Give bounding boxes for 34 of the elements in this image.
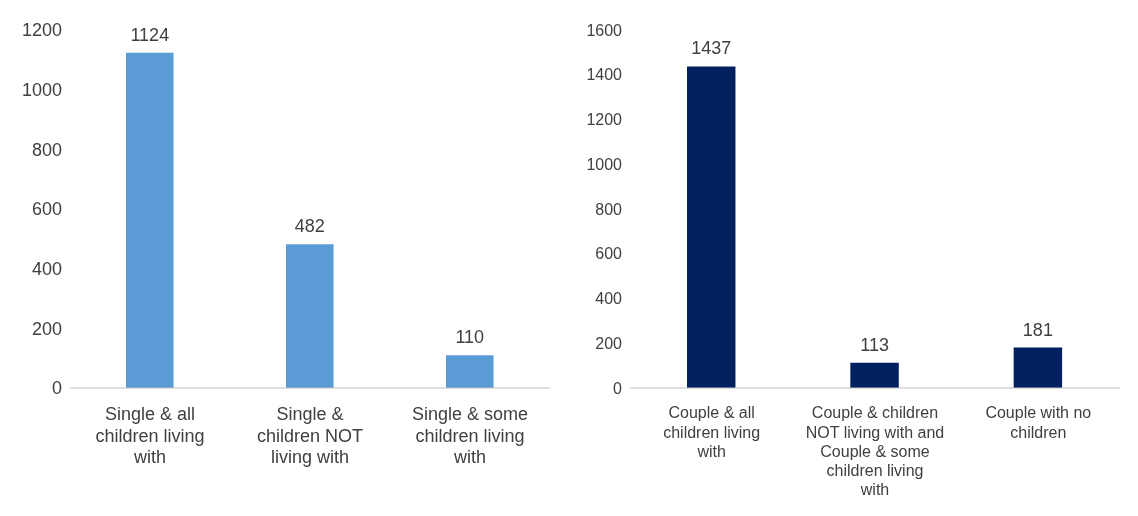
y-tick-label: 800 bbox=[595, 200, 623, 218]
bar bbox=[1013, 347, 1063, 388]
data-label: 1124 bbox=[130, 24, 170, 45]
x-tick-label: Couple with no children bbox=[985, 404, 1092, 441]
y-tick-label: 1000 bbox=[21, 80, 62, 101]
data-label: 181 bbox=[1022, 319, 1053, 340]
y-tick-label: 600 bbox=[31, 199, 62, 220]
x-tick-label: Single & some children living with bbox=[411, 404, 529, 468]
y-tick-label: 200 bbox=[595, 334, 623, 352]
data-label: 482 bbox=[294, 216, 325, 237]
y-tick-label: 600 bbox=[595, 245, 623, 263]
bar bbox=[687, 66, 736, 388]
x-tick-label: Single & all children living with bbox=[95, 404, 205, 468]
y-tick-label: 0 bbox=[51, 378, 62, 399]
x-tick-label: Couple & all children living with bbox=[663, 404, 761, 460]
y-tick-label: 800 bbox=[31, 139, 62, 160]
y-tick-label: 400 bbox=[31, 259, 62, 280]
y-tick-label: 400 bbox=[595, 290, 623, 308]
data-label: 1437 bbox=[691, 38, 732, 59]
bar bbox=[446, 355, 494, 388]
y-tick-label: 1000 bbox=[586, 155, 623, 173]
y-tick-label: 1200 bbox=[586, 111, 623, 129]
x-tick-label: Couple & children NOT living with and Couple & some children living with bbox=[805, 404, 945, 499]
y-tick-label: 1400 bbox=[586, 66, 623, 84]
x-tick-label: Single & children NOT living with bbox=[256, 404, 364, 468]
data-label: 113 bbox=[860, 334, 889, 355]
y-tick-label: 1600 bbox=[586, 21, 623, 39]
data-label: 110 bbox=[455, 327, 485, 348]
bar bbox=[850, 362, 899, 388]
y-tick-label: 0 bbox=[613, 379, 623, 397]
bar bbox=[286, 244, 334, 388]
y-tick-label: 200 bbox=[31, 318, 62, 339]
bar bbox=[126, 52, 174, 388]
y-tick-label: 1200 bbox=[21, 20, 62, 41]
